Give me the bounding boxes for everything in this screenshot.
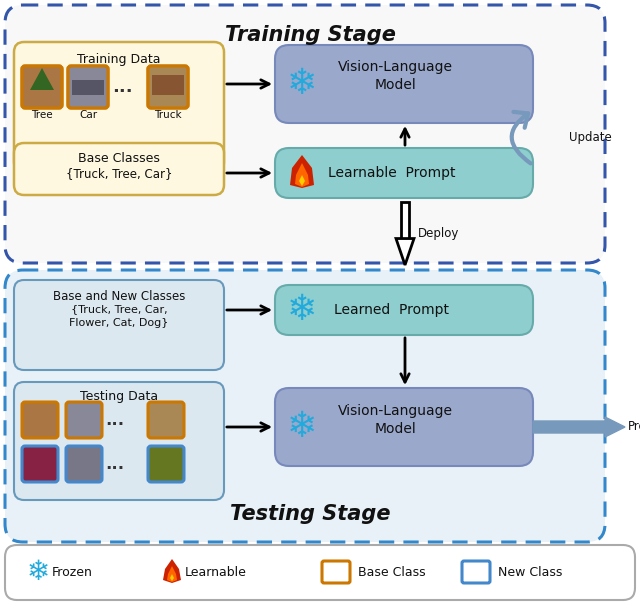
Bar <box>22 66 62 108</box>
Text: Vision-Language
Model: Vision-Language Model <box>337 60 452 92</box>
Text: Base and New Classes: Base and New Classes <box>53 290 185 303</box>
FancyBboxPatch shape <box>275 285 533 335</box>
FancyBboxPatch shape <box>462 561 490 583</box>
Bar <box>68 66 108 108</box>
FancyBboxPatch shape <box>14 143 224 195</box>
Text: ...: ... <box>112 78 132 96</box>
FancyBboxPatch shape <box>68 66 108 108</box>
Polygon shape <box>290 155 314 188</box>
Text: Base Class: Base Class <box>358 565 426 579</box>
Bar <box>148 402 184 438</box>
Polygon shape <box>167 566 177 582</box>
Bar <box>22 446 58 482</box>
FancyArrowPatch shape <box>512 112 531 164</box>
Text: ❄: ❄ <box>287 67 317 101</box>
FancyBboxPatch shape <box>275 388 533 466</box>
Text: Learnable: Learnable <box>185 565 247 579</box>
Polygon shape <box>401 202 409 239</box>
Text: Flower, Cat, Dog}: Flower, Cat, Dog} <box>69 318 169 328</box>
FancyBboxPatch shape <box>5 545 635 600</box>
Text: Frozen: Frozen <box>52 565 93 579</box>
Text: Truck: Truck <box>154 110 182 120</box>
Text: Base Classes: Base Classes <box>78 152 160 165</box>
Text: Deploy: Deploy <box>418 226 460 240</box>
Bar <box>66 446 102 482</box>
FancyBboxPatch shape <box>275 45 533 123</box>
FancyBboxPatch shape <box>14 280 224 370</box>
Polygon shape <box>295 163 309 187</box>
Bar <box>22 402 58 438</box>
Text: Testing Stage: Testing Stage <box>230 504 390 524</box>
Text: {Truck, Tree, Car}: {Truck, Tree, Car} <box>66 167 172 180</box>
Text: Training Stage: Training Stage <box>225 25 396 45</box>
Text: Learnable  Prompt: Learnable Prompt <box>328 166 456 180</box>
FancyBboxPatch shape <box>14 42 224 172</box>
Text: ❄: ❄ <box>287 410 317 444</box>
Text: Vision-Language
Model: Vision-Language Model <box>337 404 452 436</box>
Text: New Class: New Class <box>498 565 563 579</box>
FancyBboxPatch shape <box>5 5 605 263</box>
Polygon shape <box>170 574 174 581</box>
FancyBboxPatch shape <box>5 270 605 542</box>
Text: Tree: Tree <box>31 110 53 120</box>
Text: ❄: ❄ <box>26 558 50 586</box>
Text: Predict: Predict <box>628 420 640 434</box>
Bar <box>72 80 104 95</box>
Text: ❄: ❄ <box>287 293 317 327</box>
Polygon shape <box>299 175 305 186</box>
Polygon shape <box>396 239 414 265</box>
Bar <box>148 66 188 108</box>
Bar <box>152 75 184 95</box>
Text: Testing Data: Testing Data <box>80 390 158 403</box>
Text: ...: ... <box>106 455 125 473</box>
FancyBboxPatch shape <box>14 382 224 500</box>
FancyBboxPatch shape <box>148 66 188 108</box>
FancyBboxPatch shape <box>322 561 350 583</box>
Polygon shape <box>163 559 181 583</box>
FancyBboxPatch shape <box>275 148 533 198</box>
Text: Training Data: Training Data <box>77 53 161 66</box>
Text: Car: Car <box>79 110 97 120</box>
Bar <box>148 446 184 482</box>
FancyBboxPatch shape <box>22 66 62 108</box>
Text: Update: Update <box>568 132 611 144</box>
Polygon shape <box>30 68 54 90</box>
Text: Learned  Prompt: Learned Prompt <box>335 303 449 317</box>
Text: ...: ... <box>106 411 125 429</box>
Text: {Truck, Tree, Car,: {Truck, Tree, Car, <box>70 304 167 314</box>
Polygon shape <box>533 417 625 437</box>
Bar <box>66 402 102 438</box>
